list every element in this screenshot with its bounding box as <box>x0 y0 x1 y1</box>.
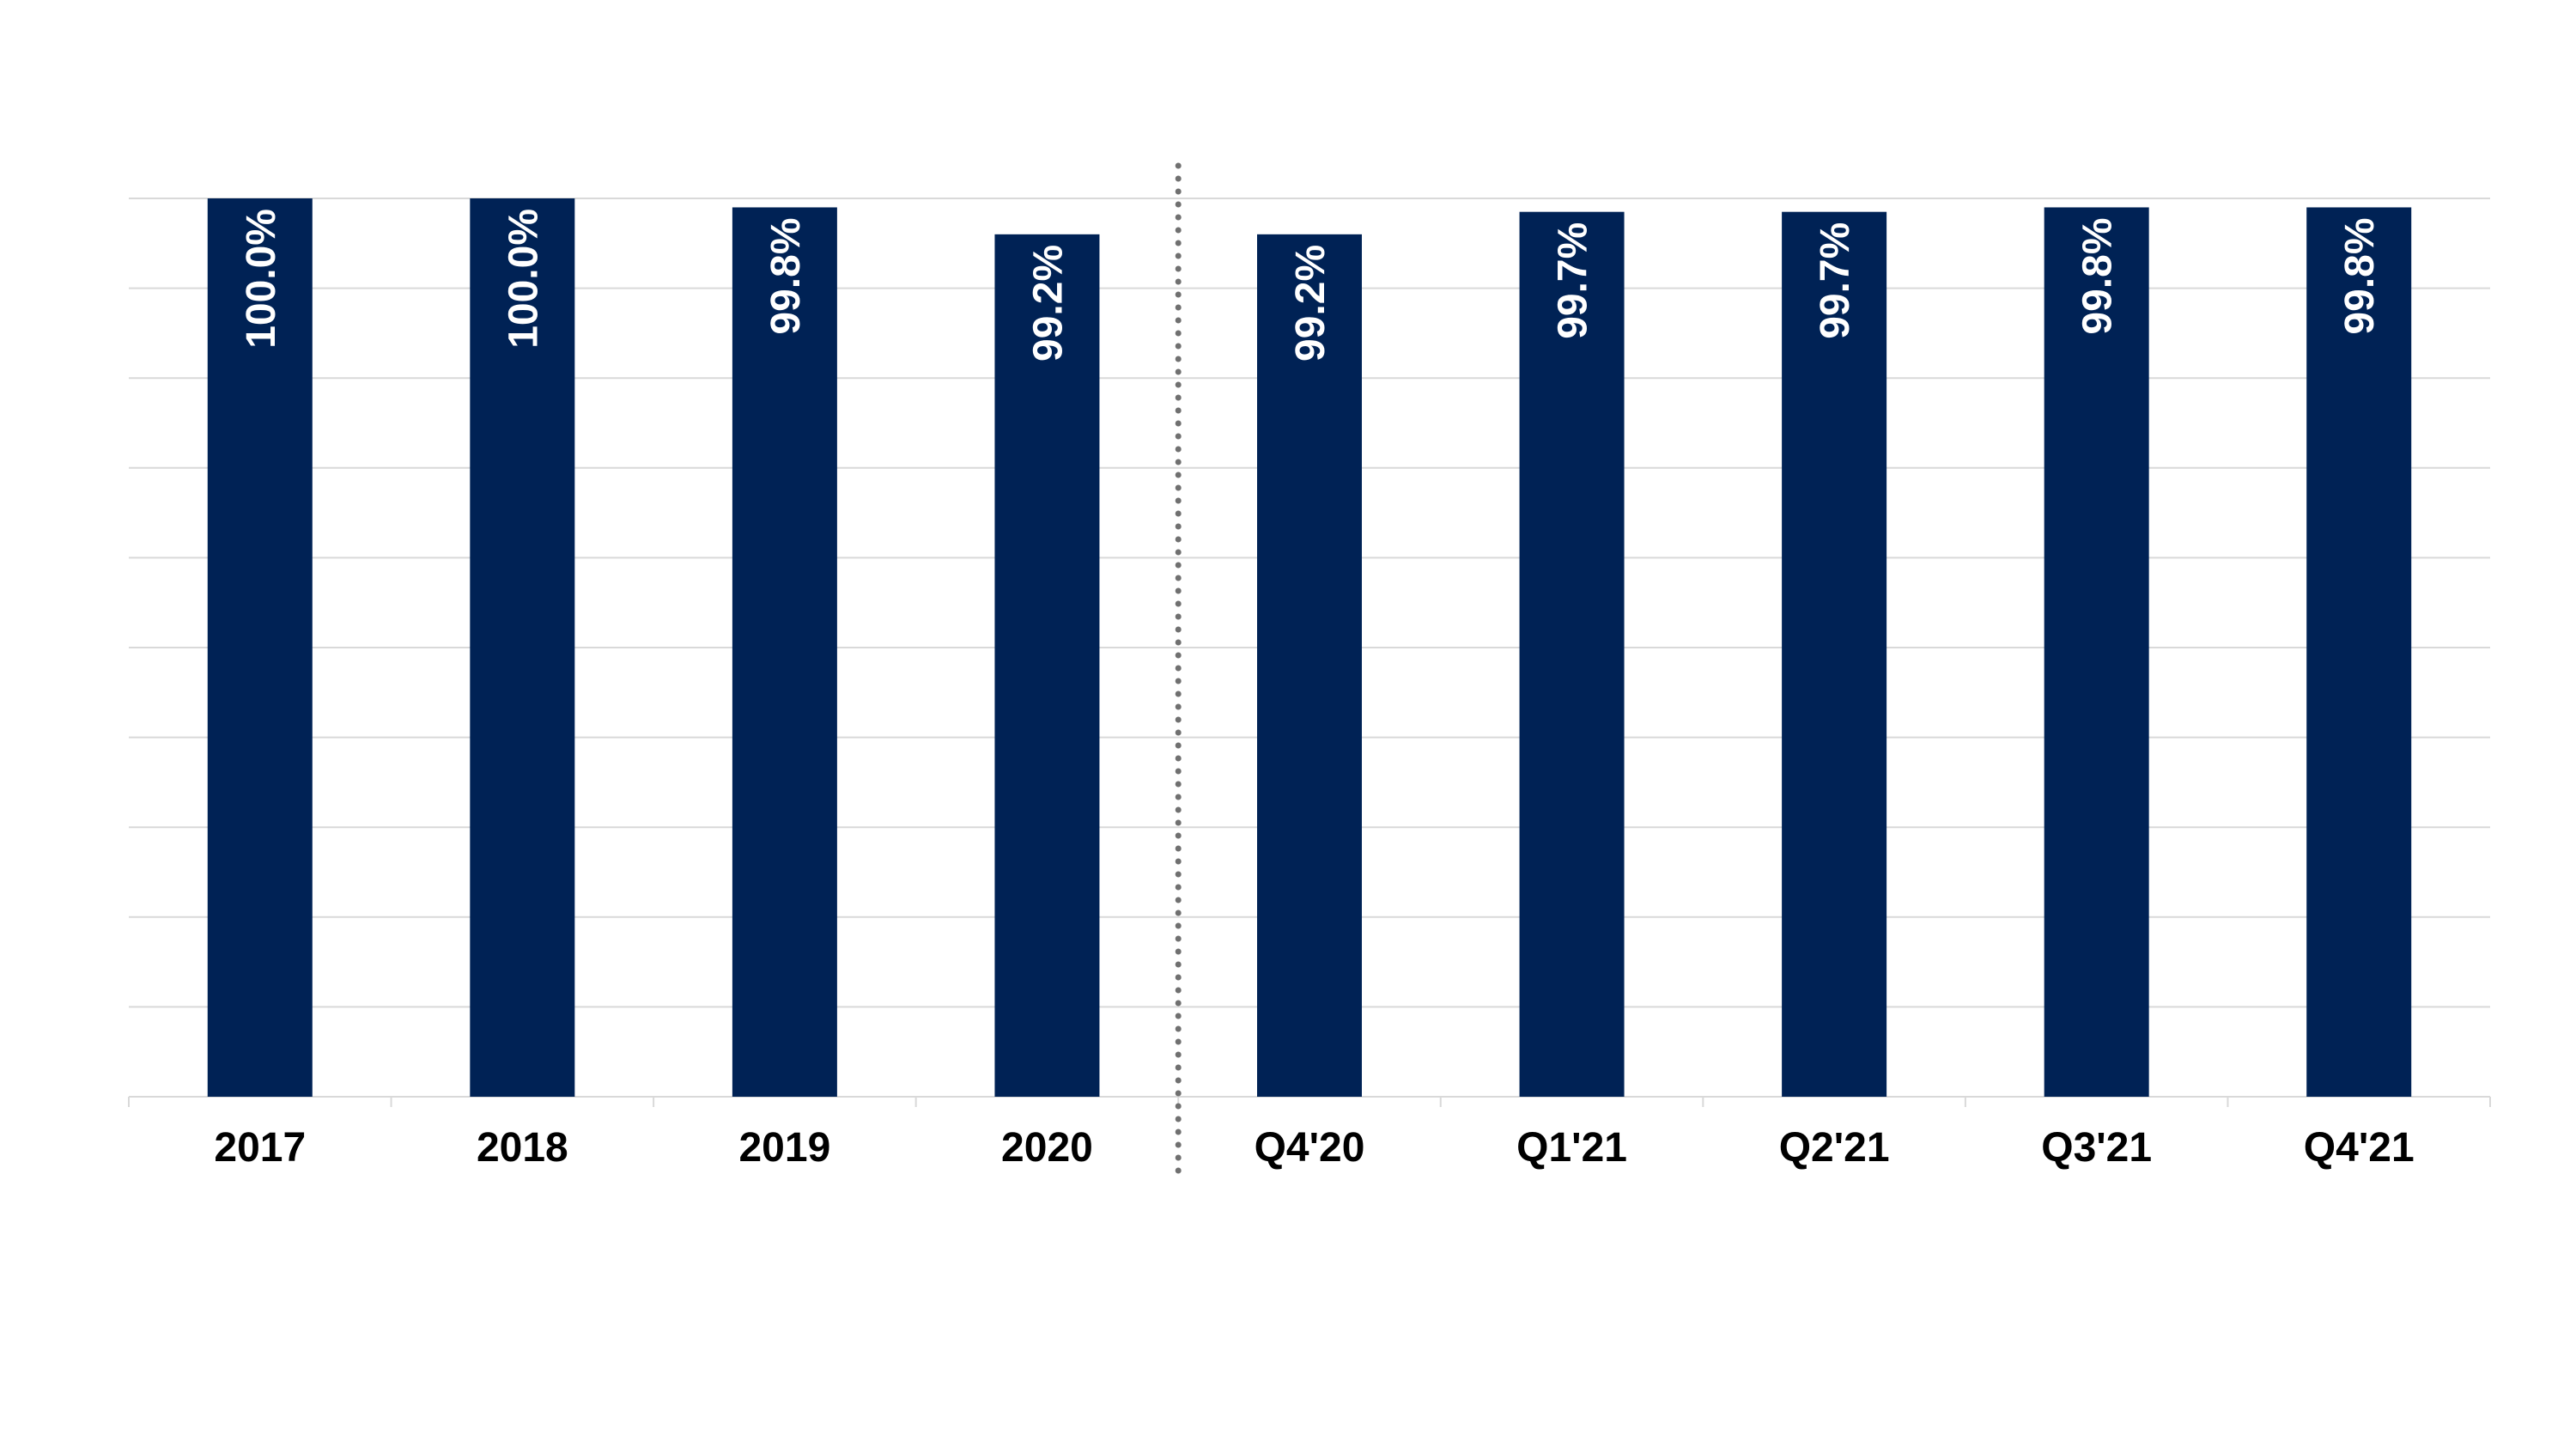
bar-series <box>207 198 2412 1098</box>
x-tick-label: 2020 <box>1001 1125 1093 1171</box>
bar-value-label: 99.7% <box>1813 222 1858 339</box>
bar <box>207 198 313 1097</box>
bar-value-label: 99.8% <box>2337 217 2383 334</box>
x-tick-label: Q3'21 <box>2041 1125 2152 1171</box>
x-tick-label: Q4'21 <box>2304 1125 2415 1171</box>
bar <box>732 207 837 1098</box>
x-tick-label: 2019 <box>738 1125 830 1171</box>
bar <box>2306 207 2412 1098</box>
bar-value-label: 99.2% <box>1288 245 1334 362</box>
x-axis <box>128 1096 2491 1107</box>
bar <box>2044 207 2149 1098</box>
bar <box>1257 234 1362 1098</box>
x-tick-label: Q1'21 <box>1516 1125 1627 1171</box>
bar-value-label: 99.8% <box>2075 217 2121 334</box>
bar <box>994 234 1100 1098</box>
x-tick-label: 2017 <box>214 1125 306 1171</box>
x-tick-label: Q4'20 <box>1255 1125 1365 1171</box>
bar-value-label: 99.7% <box>1551 222 1596 339</box>
bar-value-label: 100.0% <box>239 209 284 349</box>
bar-value-label: 100.0% <box>501 209 546 349</box>
bar <box>470 198 575 1097</box>
bar-value-label: 99.2% <box>1025 245 1071 362</box>
bar <box>1519 211 1625 1098</box>
bar <box>1782 211 1887 1098</box>
bar-value-label: 99.8% <box>763 217 809 334</box>
data-labels: 100.0% 100.0% 99.8% 99.2% 99.2% 99.7% 99.7% 99.… <box>239 209 2383 362</box>
x-tick-label: 2018 <box>477 1125 568 1171</box>
x-tick-label: Q2'21 <box>1779 1125 1890 1171</box>
x-tick-labels: 2017 2018 2019 2020 Q4'20 Q1'21 Q2'21 Q3'21 Q4'2… <box>214 1125 2414 1171</box>
